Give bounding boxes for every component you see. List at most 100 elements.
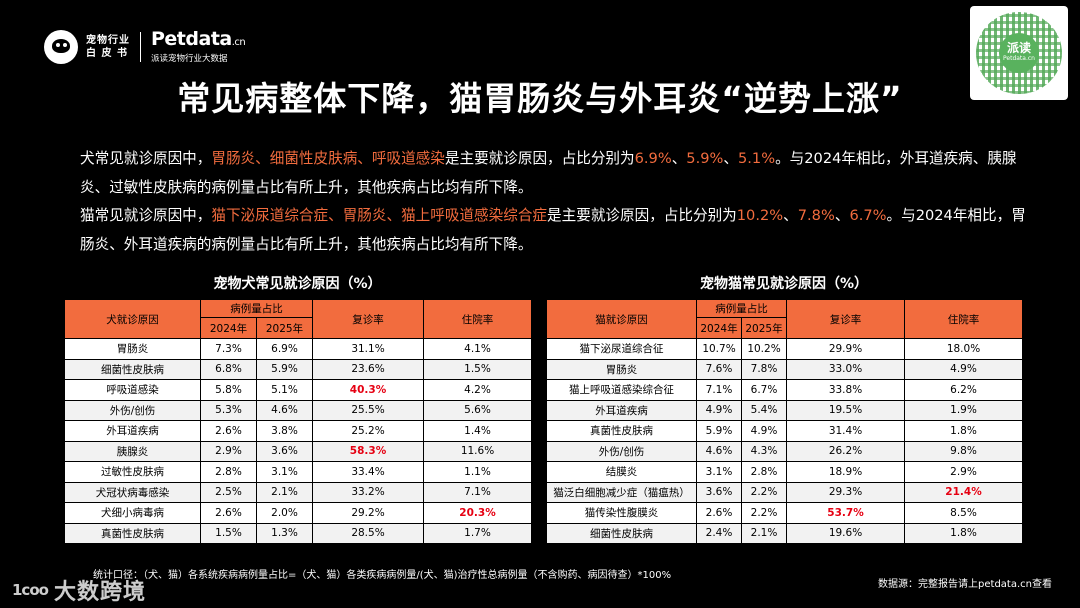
table-row: 真菌性皮肤病 5.9% 4.9% 31.4% 1.8% <box>546 420 1023 442</box>
cell-2024: 7.6% <box>696 358 742 380</box>
table-row: 猫泛白细胞减少症（猫瘟热） 3.6% 2.2% 29.3% 21.4% <box>546 481 1023 503</box>
cell-revisit: 25.5% <box>312 399 424 421</box>
cell-revisit: 53.7% <box>786 502 905 524</box>
cell-reason: 结膜炎 <box>546 461 697 483</box>
logo-text: 宠物行业 白 皮 书 <box>86 34 130 60</box>
header-2025: 2025年 <box>256 317 313 339</box>
cell-reason: 胃肠炎 <box>64 338 201 360</box>
cell-reason: 真菌性皮肤病 <box>64 522 201 544</box>
cell-2025: 2.0% <box>256 502 313 524</box>
data-source: 数据源：完整报告请上petdata.cn查看 <box>878 579 1052 590</box>
cell-2024: 4.6% <box>696 440 742 462</box>
table-row: 结膜炎 3.1% 2.8% 18.9% 2.9% <box>546 461 1023 483</box>
cell-reason: 过敏性皮肤病 <box>64 461 201 483</box>
header-share: 病例量占比 <box>696 299 787 318</box>
cell-hospital: 7.1% <box>423 481 532 503</box>
header-2025: 2025年 <box>741 317 787 339</box>
cell-revisit: 33.0% <box>786 358 905 380</box>
cell-2024: 7.3% <box>200 338 257 360</box>
cell-reason: 猫下泌尿道综合征 <box>546 338 697 360</box>
cell-revisit: 31.1% <box>312 338 424 360</box>
cell-revisit: 19.5% <box>786 399 905 421</box>
cell-2025: 6.7% <box>741 379 787 401</box>
cell-revisit: 28.5% <box>312 522 424 544</box>
cell-2025: 4.6% <box>256 399 313 421</box>
cell-revisit: 58.3% <box>312 440 424 462</box>
cat-table-title: 宠物猫常见就诊原因（%） <box>699 276 869 292</box>
cell-2024: 2.6% <box>200 420 257 442</box>
cat-table-body: 猫下泌尿道综合征 10.7% 10.2% 29.9% 18.0% 胃肠炎 7.6% 7.8% 3… <box>546 338 1023 544</box>
cell-2024: 3.6% <box>696 481 742 503</box>
watermark-text: 大数跨境 <box>53 580 146 605</box>
header-revisit: 复诊率 <box>786 299 905 339</box>
cell-2025: 5.9% <box>256 358 313 380</box>
cell-revisit: 25.2% <box>312 420 424 442</box>
brand-name: Petdata.cn <box>151 27 246 50</box>
cell-reason: 胃肠炎 <box>546 358 697 380</box>
cell-2025: 3.6% <box>256 440 313 462</box>
cell-reason: 犬冠状病毒感染 <box>64 481 201 503</box>
cell-2024: 2.5% <box>200 481 257 503</box>
cell-revisit: 33.4% <box>312 461 424 483</box>
cell-reason: 外伤/创伤 <box>64 399 201 421</box>
table-row: 猫上呼吸道感染综合征 7.1% 6.7% 33.8% 6.2% <box>546 379 1023 401</box>
cell-2024: 2.9% <box>200 440 257 462</box>
cell-2024: 2.6% <box>696 502 742 524</box>
cell-hospital: 1.5% <box>423 358 532 380</box>
table-row: 细菌性皮肤病 2.4% 2.1% 19.6% 1.8% <box>546 522 1023 544</box>
cell-2024: 10.7% <box>696 338 742 360</box>
cell-2024: 2.4% <box>696 522 742 544</box>
cell-hospital: 1.1% <box>423 461 532 483</box>
cell-2025: 2.2% <box>741 481 787 503</box>
header-hospital: 住院率 <box>423 299 532 339</box>
dog-table-title: 宠物犬常见就诊原因（%） <box>213 276 382 292</box>
cell-revisit: 29.2% <box>312 502 424 524</box>
table-row: 外耳道疾病 2.6% 3.8% 25.2% 1.4% <box>64 420 532 442</box>
qr-center-badge: 派读 Petdata.cn <box>999 33 1039 73</box>
cell-revisit: 18.9% <box>786 461 905 483</box>
cell-hospital: 21.4% <box>904 481 1023 503</box>
cell-reason: 猫传染性腹膜炎 <box>546 502 697 524</box>
cell-2024: 2.6% <box>200 502 257 524</box>
cell-hospital: 1.4% <box>423 420 532 442</box>
cell-2025: 2.1% <box>256 481 313 503</box>
cell-hospital: 8.5% <box>904 502 1023 524</box>
cell-reason: 胰腺炎 <box>64 440 201 462</box>
header-reason: 猫就诊原因 <box>546 299 697 339</box>
table-row: 犬细小病毒病 2.6% 2.0% 29.2% 20.3% <box>64 502 532 524</box>
cell-hospital: 6.2% <box>904 379 1023 401</box>
cell-hospital: 18.0% <box>904 338 1023 360</box>
cell-2024: 4.9% <box>696 399 742 421</box>
watermark: 1ᴄoo 大数跨境 <box>12 574 146 606</box>
cell-revisit: 40.3% <box>312 379 424 401</box>
dog-summary-paragraph: 犬常见就诊原因中，胃肠炎、细菌性皮肤病、呼吸道感染是主要就诊原因，占比分别为6.… <box>80 150 1017 196</box>
brand-subtitle: 派读宠物行业大数据 <box>151 53 228 64</box>
table-row: 外伤/创伤 5.3% 4.6% 25.5% 5.6% <box>64 399 532 421</box>
cell-hospital: 1.8% <box>904 522 1023 544</box>
cell-2025: 2.2% <box>741 502 787 524</box>
cell-hospital: 1.8% <box>904 420 1023 442</box>
cell-2024: 7.1% <box>696 379 742 401</box>
cell-2025: 1.3% <box>256 522 313 544</box>
page-title: 常见病整体下降，猫胃肠炎与外耳炎“逆势上涨” <box>177 79 903 118</box>
header-logo: 宠物行业 白 皮 书 Petdata.cn 派读宠物行业大数据 <box>44 27 246 65</box>
cell-revisit: 33.2% <box>312 481 424 503</box>
cell-reason: 呼吸道感染 <box>64 379 201 401</box>
table-row: 呼吸道感染 5.8% 5.1% 40.3% 4.2% <box>64 379 532 401</box>
cell-hospital: 2.9% <box>904 461 1023 483</box>
table-row: 过敏性皮肤病 2.8% 3.1% 33.4% 1.1% <box>64 461 532 483</box>
dog-table-body: 胃肠炎 7.3% 6.9% 31.1% 4.1% 细菌性皮肤病 6.8% 5.9% 23.6% 1… <box>64 338 532 544</box>
cell-reason: 真菌性皮肤病 <box>546 420 697 442</box>
logo-line2: 白 皮 书 <box>86 48 128 59</box>
dog-table: 犬就诊原因 病例量占比 复诊率 住院率 2024年 2025年 胃肠炎 7.3% 6… <box>64 299 532 544</box>
cell-reason: 外耳道疾病 <box>64 420 201 442</box>
cell-reason: 细菌性皮肤病 <box>546 522 697 544</box>
cat-table: 猫就诊原因 病例量占比 复诊率 住院率 2024年 2025年 猫下泌尿道综合征… <box>546 299 1023 544</box>
header-2024: 2024年 <box>200 317 257 339</box>
table-row: 真菌性皮肤病 1.5% 1.3% 28.5% 1.7% <box>64 522 532 544</box>
qr-center-sub: Petdata.cn <box>1003 55 1035 62</box>
table-row: 猫下泌尿道综合征 10.7% 10.2% 29.9% 18.0% <box>546 338 1023 360</box>
cell-2024: 5.8% <box>200 379 257 401</box>
table-row: 犬冠状病毒感染 2.5% 2.1% 33.2% 7.1% <box>64 481 532 503</box>
cell-revisit: 33.8% <box>786 379 905 401</box>
